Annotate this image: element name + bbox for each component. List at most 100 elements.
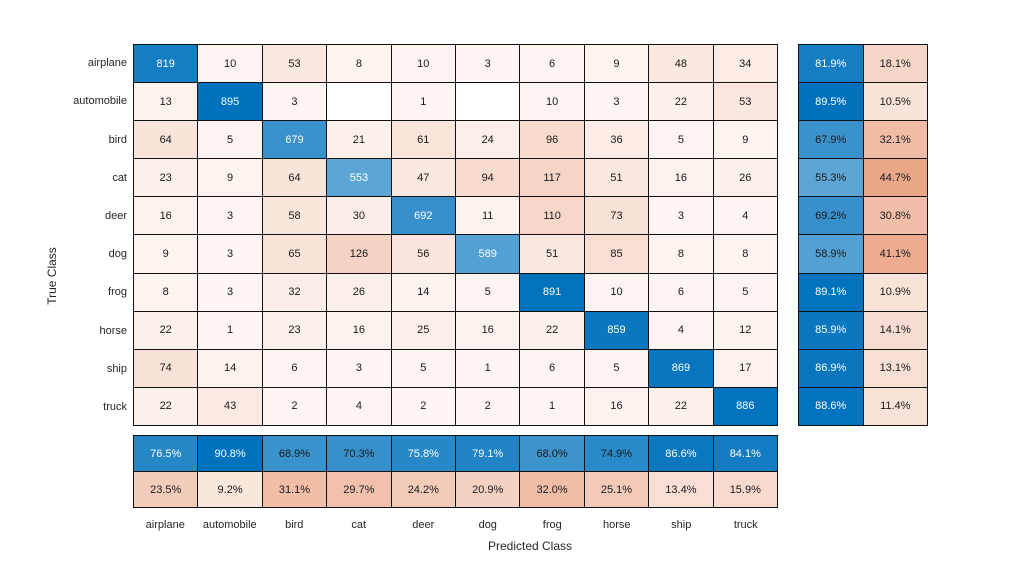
column-summary-cell: 31.1% [262,472,327,507]
column-summary-cell: 23.5% [134,472,198,507]
matrix-cell: 22 [134,311,198,349]
column-summary-cell: 74.9% [584,436,649,471]
matrix-cell: 3 [584,83,649,121]
matrix-cell: 5 [713,273,777,311]
matrix-cell: 14 [198,349,262,387]
matrix-cell: 47 [391,159,455,197]
matrix-cell: 891 [520,273,584,311]
matrix-cell: 1 [391,83,455,121]
matrix-cell: 8 [713,235,777,273]
matrix-cell: 2 [456,387,520,425]
matrix-cell: 589 [456,235,520,273]
matrix-cell: 4 [713,197,777,235]
matrix-cell: 9 [584,45,649,83]
column-summary-cell: 24.2% [391,472,455,507]
matrix-cell: 23 [134,159,198,197]
matrix-cell: 3 [649,197,713,235]
matrix-cell: 16 [584,387,649,425]
row-summary-cell: 89.1% [799,273,863,311]
matrix-cell: 48 [649,45,713,83]
x-tick-label: dog [478,519,497,531]
matrix-cell: 8 [649,235,713,273]
matrix-cell: 58 [262,197,327,235]
y-tick-label: automobile [73,95,127,108]
matrix-cell: 1 [520,387,584,425]
matrix-cell: 21 [327,121,391,159]
matrix-cell: 10 [391,45,455,83]
matrix-cell: 4 [649,311,713,349]
row-summary-cell: 10.9% [863,273,927,311]
column-summary-cell: 75.8% [391,436,455,471]
row-summary-cell: 89.5% [799,83,863,121]
matrix-cell [456,83,520,121]
matrix-cell: 895 [198,83,262,121]
y-tick-label: horse [99,324,127,337]
row-summary-cell: 41.1% [863,235,927,273]
row-summary-cell: 58.9% [799,235,863,273]
y-tick-label: deer [104,209,127,222]
column-summary-cell: 79.1% [456,436,520,471]
column-summary-cell: 25.1% [584,472,649,507]
matrix-cell: 26 [327,273,391,311]
matrix-cell: 30 [327,197,391,235]
matrix-cell: 16 [134,197,198,235]
y-tick-label: airplane [87,57,127,70]
matrix-cell: 14 [391,273,455,311]
matrix-cell: 5 [649,121,713,159]
matrix-cell: 22 [134,387,198,425]
x-tick-label: cat [351,519,367,531]
x-tick-label: horse [602,519,631,531]
column-summary-cell: 9.2% [198,472,262,507]
matrix-cell: 22 [520,311,584,349]
matrix-cell: 9 [198,159,262,197]
matrix-cell: 5 [456,273,520,311]
matrix-cell: 5 [391,349,455,387]
matrix-cell: 74 [134,349,198,387]
matrix-cell: 5 [584,349,649,387]
matrix-cell: 10 [198,45,262,83]
row-summary-cell: 10.5% [863,83,927,121]
matrix-cell: 3 [327,349,391,387]
matrix-cell: 16 [327,311,391,349]
matrix-cell: 10 [584,273,649,311]
matrix-cell: 6 [262,349,327,387]
matrix-cell [327,83,391,121]
matrix-cell: 51 [520,235,584,273]
matrix-cell: 10 [520,83,584,121]
x-tick-label: ship [671,519,692,531]
column-summary-cell: 86.6% [649,436,713,471]
matrix-cell: 85 [584,235,649,273]
row-summary-cell: 44.7% [863,159,927,197]
x-tick-label: truck [733,519,758,531]
matrix-cell: 64 [262,159,327,197]
row-summary-cell: 11.4% [863,387,927,425]
row-summary-grid: 81.9% 18.1% 89.5% 10.5% 67.9% 32.1% 55.3% 44.7%… [798,44,928,426]
y-tick-label: frog [108,286,127,299]
column-summary-cell: 70.3% [327,436,391,471]
matrix-cell: 25 [391,311,455,349]
matrix-cell: 13 [134,83,198,121]
matrix-cell: 110 [520,197,584,235]
matrix-cell: 32 [262,273,327,311]
matrix-cell: 4 [327,387,391,425]
matrix-cell: 53 [262,45,327,83]
x-tick-label: automobile [202,519,257,531]
row-summary-cell: 32.1% [863,121,927,159]
row-summary-cell: 30.8% [863,197,927,235]
matrix-cell: 5 [198,121,262,159]
y-tick-label: dog [108,248,127,261]
matrix-cell: 17 [713,349,777,387]
column-summary-cell: 68.9% [262,436,327,471]
matrix-cell: 126 [327,235,391,273]
column-summary-cell: 15.9% [713,472,777,507]
matrix-cell: 6 [649,273,713,311]
row-summary-cell: 55.3% [799,159,863,197]
matrix-cell: 886 [713,387,777,425]
column-summary-cell: 68.0% [520,436,584,471]
row-summary-cell: 88.6% [799,387,863,425]
matrix-cell: 117 [520,159,584,197]
x-tick-label: frog [542,519,562,531]
matrix-cell: 65 [262,235,327,273]
matrix-cell: 3 [456,45,520,83]
matrix-cell: 6 [520,45,584,83]
